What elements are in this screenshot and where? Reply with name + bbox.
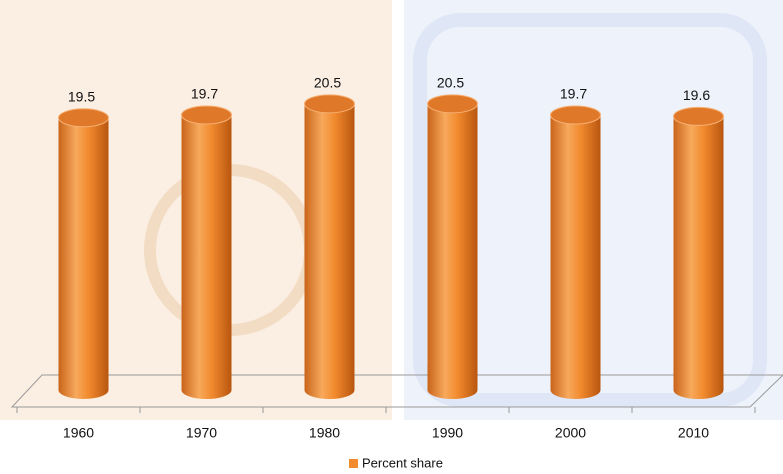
- legend-swatch: [349, 459, 358, 468]
- x-tick-label: 1990: [432, 425, 463, 441]
- bar: [550, 114, 601, 399]
- data-label: 20.5: [314, 75, 341, 91]
- floor: [10, 374, 783, 408]
- data-label: 19.6: [683, 87, 710, 103]
- x-tick-label: 2000: [555, 425, 586, 441]
- bar: [673, 116, 724, 399]
- data-label: 19.7: [191, 86, 218, 102]
- x-tick-label: 1960: [63, 425, 94, 441]
- bar: [181, 114, 232, 399]
- x-tick-label: 2010: [678, 425, 709, 441]
- data-label: 19.7: [560, 86, 587, 102]
- bar-top: [181, 105, 232, 125]
- watermark-frame: [413, 13, 767, 407]
- bar: [58, 117, 109, 399]
- bar-top: [427, 94, 478, 114]
- bar-top: [304, 94, 355, 114]
- bar: [427, 103, 478, 399]
- data-label: 19.5: [68, 88, 95, 104]
- plot-area: 1960 1970 1980 1990 2000 2010 19.5 19.7 20.5 20.5…: [16, 75, 756, 470]
- bar-top: [58, 108, 109, 128]
- x-tick-label: 1970: [186, 425, 217, 441]
- bar-top: [550, 105, 601, 125]
- legend-label: Percent share: [362, 455, 443, 470]
- x-tick-label: 1980: [309, 425, 340, 441]
- bar-top: [673, 106, 724, 126]
- data-label: 20.5: [437, 75, 464, 91]
- bar: [304, 103, 355, 399]
